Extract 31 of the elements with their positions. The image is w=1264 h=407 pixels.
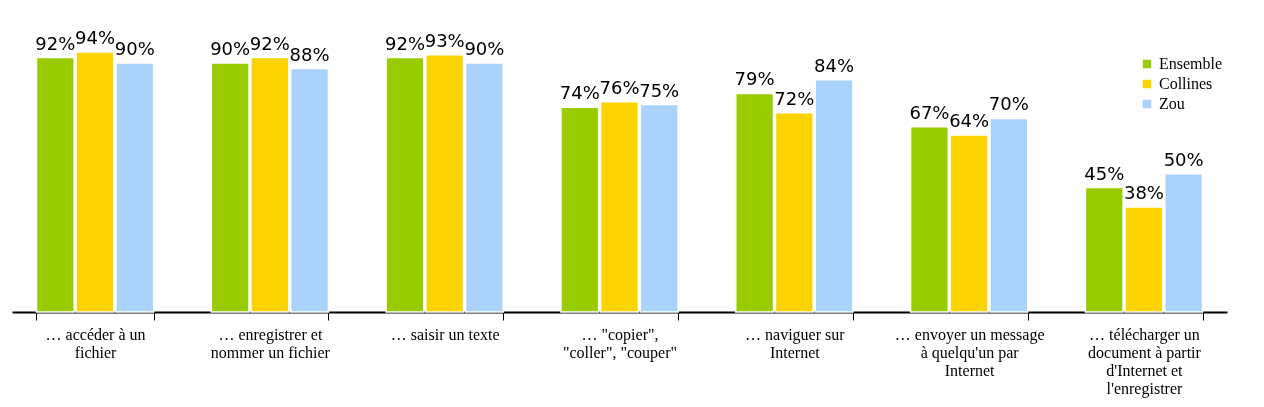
x-tick-label: … naviguer sur Internet xyxy=(745,325,846,361)
data-label: 88% xyxy=(289,43,330,65)
data-label: 90% xyxy=(210,38,251,60)
legend-label: Collines xyxy=(1159,75,1213,92)
x-tick-label: … enregistrer et nommer un fichier xyxy=(210,325,331,361)
x-tick-label: … accéder à un fichier xyxy=(45,325,146,361)
x-tick-label: … envoyer un message à quelqu'un par Internet xyxy=(894,325,1045,379)
data-label: 70% xyxy=(988,93,1029,115)
data-label: 74% xyxy=(559,82,600,104)
data-label: 50% xyxy=(1163,148,1204,170)
data-label: 92% xyxy=(384,32,425,54)
data-label: 84% xyxy=(814,54,855,76)
data-label: 72% xyxy=(774,87,815,109)
data-label: 92% xyxy=(249,32,290,54)
x-tick-label: … saisir un texte xyxy=(390,325,500,343)
data-label: 45% xyxy=(1084,162,1125,184)
x-tick-label: … "copier", "coller", "couper" xyxy=(562,325,678,362)
legend-label: Zou xyxy=(1159,95,1185,112)
data-label: 76% xyxy=(599,76,640,98)
data-label: 79% xyxy=(734,68,775,90)
data-label: 75% xyxy=(639,79,680,101)
legend-label: Ensemble xyxy=(1159,55,1223,72)
x-tick-label: … télécharger un document à partir d'Internet et l'enregistrer xyxy=(1088,325,1202,398)
data-label: 93% xyxy=(424,29,465,51)
data-label: 64% xyxy=(949,109,990,131)
data-label: 38% xyxy=(1123,181,1164,203)
data-label: 92% xyxy=(35,32,76,54)
data-label: 90% xyxy=(464,38,505,60)
data-label: 90% xyxy=(114,38,155,60)
data-label: 94% xyxy=(75,27,116,48)
data-label: 67% xyxy=(909,101,950,123)
